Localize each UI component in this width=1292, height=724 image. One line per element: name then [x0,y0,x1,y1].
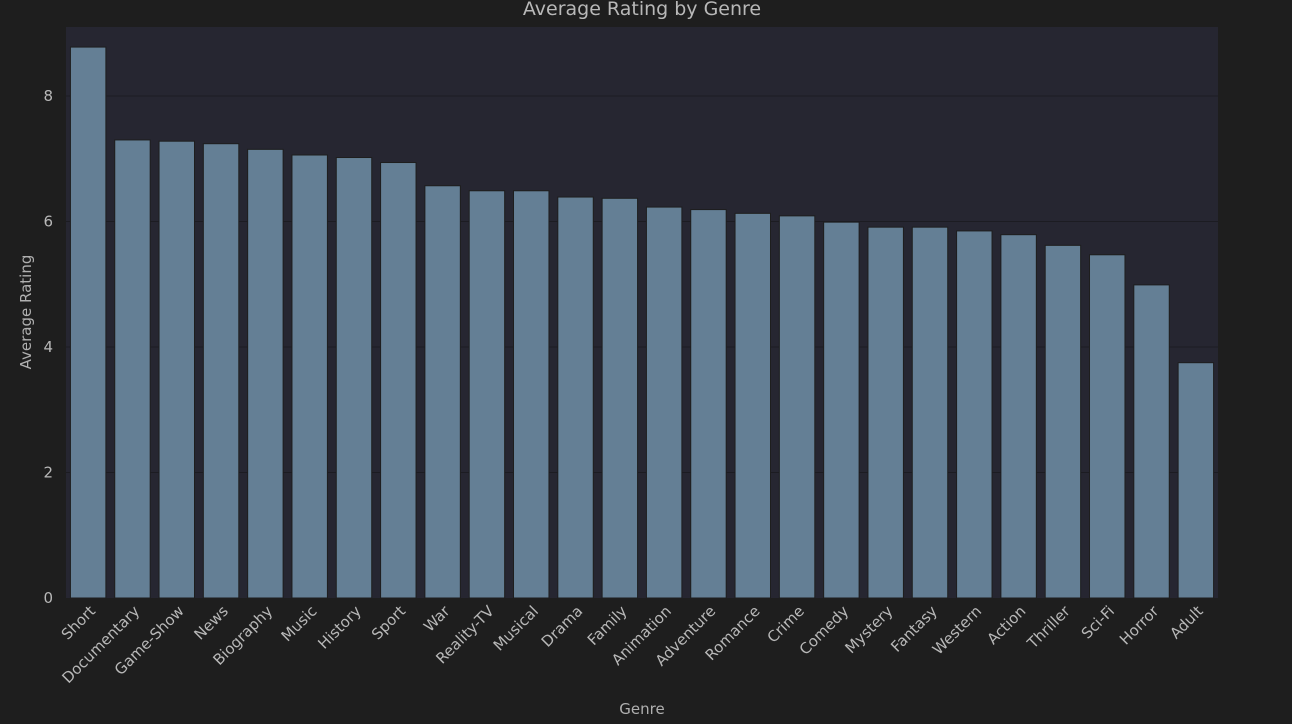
bar-war [424,185,461,599]
y-tick-label: 8 [43,87,53,105]
bar-short [69,46,107,599]
bar-action [1000,234,1037,599]
bar-sport [380,162,417,599]
bar-crime [778,215,816,599]
bar-game-show [158,140,195,599]
y-axis-label: Average Rating [17,255,35,370]
bar-reality-tv [468,190,506,599]
bar-biography [247,148,284,599]
bar-drama [557,196,594,599]
bar-documentary [114,139,151,599]
x-tick-label: Western [929,602,985,658]
bar-adventure [690,209,727,599]
x-tick-label: Thriller [1023,602,1074,653]
bar-animation [645,206,683,599]
bar-music [291,154,328,599]
bar-fantasy [911,226,949,599]
bar-romance [734,212,771,599]
bar-musical [513,190,550,599]
bars [69,46,1215,599]
bar-adult [1177,362,1215,599]
chart-title: Average Rating by Genre [523,0,761,20]
bar-mystery [867,226,904,599]
x-tick-label: Action [983,602,1029,648]
x-tick-label: Adult [1166,602,1206,642]
bar-news [202,143,240,599]
y-tick-label: 0 [43,589,53,607]
x-axis-label: Genre [619,700,664,718]
y-axis-ticks: 0 2 4 6 8 [43,87,53,607]
x-tick-label: Documentary [58,602,143,687]
bar-comedy [823,221,860,599]
x-tick-label: Sci-Fi [1078,602,1118,642]
x-tick-label: Sport [368,602,409,643]
x-tick-label: War [420,602,454,636]
y-tick-label: 6 [43,213,53,231]
bar-sci-fi [1089,254,1126,599]
x-tick-label: Music [278,602,321,645]
bar-horror [1133,284,1170,599]
bar-family [601,197,639,599]
x-tick-label: Drama [538,602,587,651]
x-tick-label: News [191,602,233,644]
x-tick-label: Short [58,602,99,643]
bar-history [335,157,373,599]
x-tick-label: Comedy [796,602,853,659]
x-tick-label: Horror [1116,602,1163,649]
x-tick-label: Musical [490,602,542,654]
bar-western [956,230,993,599]
y-tick-label: 4 [43,338,53,356]
y-tick-label: 2 [43,464,53,482]
x-tick-label: Mystery [842,602,897,657]
bar-thriller [1044,244,1082,599]
x-tick-label: History [314,602,365,653]
